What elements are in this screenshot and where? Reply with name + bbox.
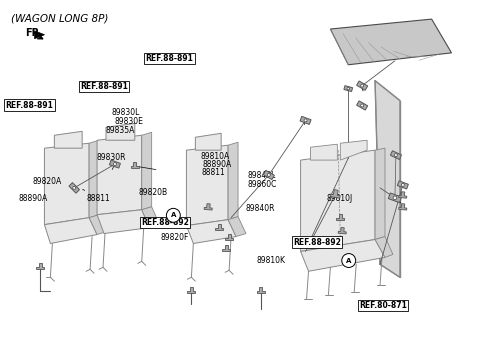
Text: 88890A: 88890A <box>19 194 48 203</box>
Circle shape <box>360 84 364 87</box>
Polygon shape <box>142 132 152 210</box>
Polygon shape <box>109 160 120 168</box>
Polygon shape <box>36 263 45 269</box>
Polygon shape <box>186 145 228 226</box>
Text: 89820F: 89820F <box>160 233 188 242</box>
Text: REF.88-892: REF.88-892 <box>293 238 341 247</box>
Text: 88811: 88811 <box>86 194 110 203</box>
Polygon shape <box>142 207 160 228</box>
Polygon shape <box>69 183 80 193</box>
Text: REF.88-891: REF.88-891 <box>145 54 193 63</box>
Polygon shape <box>97 135 142 215</box>
Polygon shape <box>338 227 346 234</box>
Text: 89840R: 89840R <box>246 204 276 213</box>
Circle shape <box>393 196 396 200</box>
Polygon shape <box>399 204 407 210</box>
Circle shape <box>304 119 307 122</box>
Polygon shape <box>186 220 236 244</box>
Polygon shape <box>330 190 340 198</box>
Polygon shape <box>54 131 82 148</box>
Polygon shape <box>131 162 139 168</box>
Polygon shape <box>89 215 107 235</box>
Text: 88890A: 88890A <box>203 160 232 169</box>
Text: 89810A: 89810A <box>201 151 230 160</box>
Circle shape <box>395 154 397 157</box>
Text: REF.80-871: REF.80-871 <box>359 301 407 310</box>
Polygon shape <box>97 210 150 234</box>
Polygon shape <box>300 239 385 271</box>
Polygon shape <box>397 181 408 189</box>
Circle shape <box>360 104 364 107</box>
Circle shape <box>113 162 117 166</box>
Text: (WAGON LONG 8P): (WAGON LONG 8P) <box>11 13 108 23</box>
Polygon shape <box>357 101 368 110</box>
Polygon shape <box>35 31 45 39</box>
Text: 89820B: 89820B <box>139 188 168 197</box>
Text: A: A <box>171 212 176 218</box>
Polygon shape <box>390 151 401 159</box>
Circle shape <box>267 174 270 177</box>
Polygon shape <box>336 214 344 220</box>
Polygon shape <box>187 287 195 293</box>
Polygon shape <box>375 81 400 277</box>
Polygon shape <box>204 204 212 210</box>
Polygon shape <box>375 237 393 257</box>
Polygon shape <box>399 192 407 198</box>
Text: 88811: 88811 <box>202 168 226 177</box>
Polygon shape <box>106 124 135 140</box>
Circle shape <box>73 186 76 189</box>
Polygon shape <box>375 148 385 239</box>
Polygon shape <box>225 234 233 239</box>
Text: REF.88-892: REF.88-892 <box>141 218 189 227</box>
Text: FR.: FR. <box>24 28 43 38</box>
Text: 89810K: 89810K <box>256 256 285 265</box>
Text: 89810J: 89810J <box>327 194 353 203</box>
Text: 89860C: 89860C <box>248 180 277 189</box>
Text: 89830L: 89830L <box>112 108 140 117</box>
Polygon shape <box>228 217 246 237</box>
Polygon shape <box>300 150 375 252</box>
Text: A: A <box>346 257 351 264</box>
Circle shape <box>347 87 349 90</box>
Polygon shape <box>257 287 265 293</box>
Polygon shape <box>340 140 367 160</box>
Polygon shape <box>388 193 402 203</box>
Text: 89835A: 89835A <box>105 126 134 135</box>
Polygon shape <box>45 218 97 244</box>
Text: 89830R: 89830R <box>96 152 126 161</box>
Text: 89820A: 89820A <box>32 177 61 186</box>
Text: REF.88-891: REF.88-891 <box>80 82 128 91</box>
Polygon shape <box>330 19 452 65</box>
Polygon shape <box>195 133 221 150</box>
Polygon shape <box>263 170 275 180</box>
Polygon shape <box>89 140 99 218</box>
Polygon shape <box>300 116 311 125</box>
Polygon shape <box>222 246 230 252</box>
Polygon shape <box>357 81 368 90</box>
Polygon shape <box>215 224 223 229</box>
Polygon shape <box>311 144 337 160</box>
Polygon shape <box>45 143 89 225</box>
Text: 89830E: 89830E <box>115 117 144 126</box>
Circle shape <box>167 208 180 222</box>
Circle shape <box>342 254 356 267</box>
Text: REF.88-891: REF.88-891 <box>5 100 53 109</box>
Polygon shape <box>228 142 238 220</box>
Circle shape <box>401 184 404 186</box>
Text: 89840L: 89840L <box>248 171 276 180</box>
Polygon shape <box>344 86 353 91</box>
